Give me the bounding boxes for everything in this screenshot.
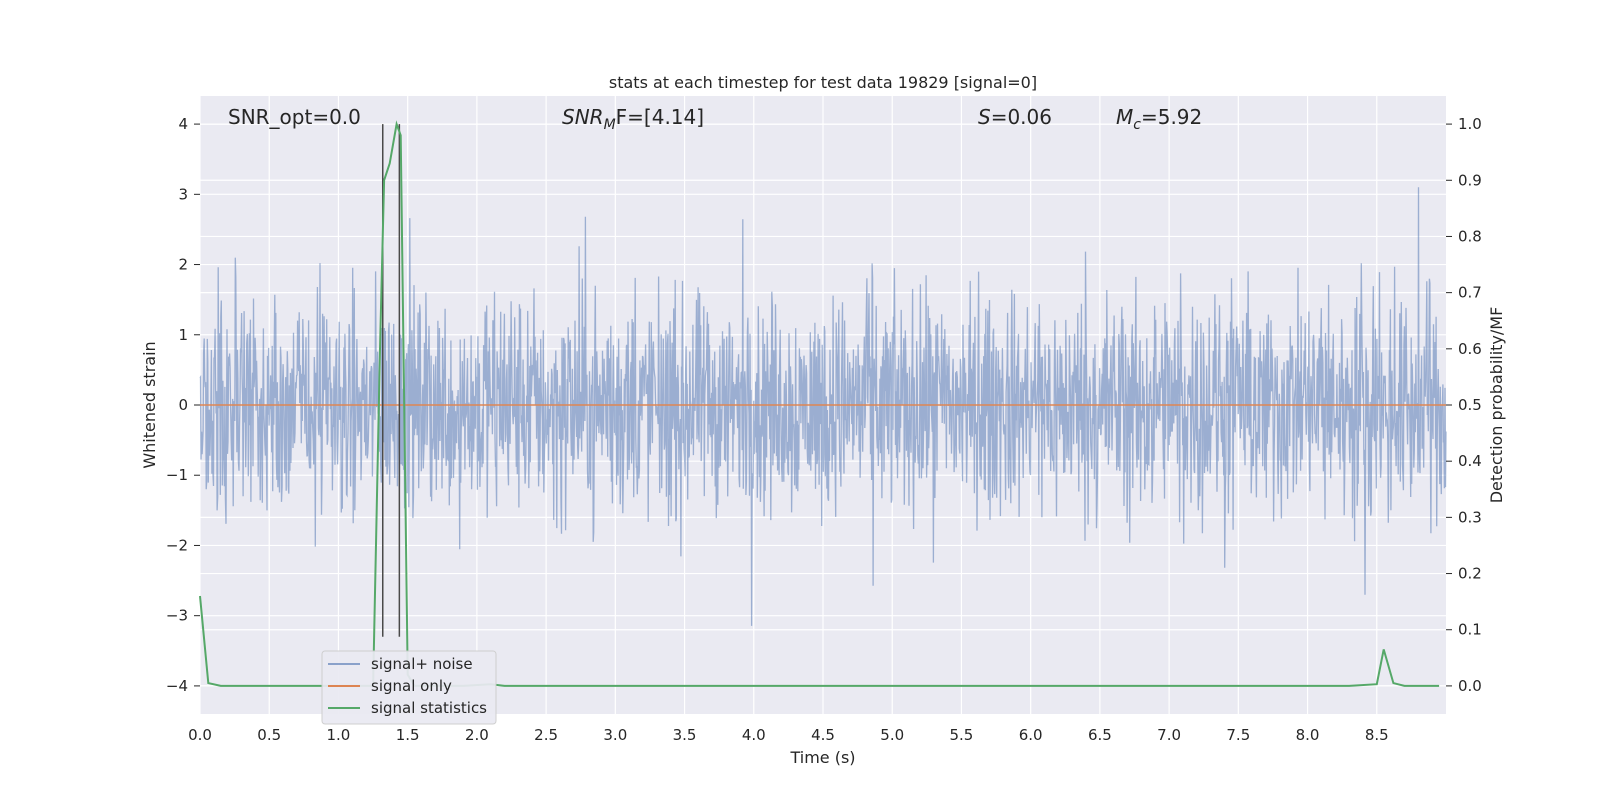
annotation-s-letter: S [978,105,991,129]
annotation-mc-value: =5.92 [1141,105,1202,129]
chart-title: stats at each timestep for test data 198… [609,73,1037,92]
y-right-axis-label: Detection probability/MF [1487,307,1506,504]
y-right-tick-label: 0.7 [1458,284,1482,302]
x-tick-label: 7.5 [1226,726,1250,744]
y-left-tick-label: −4 [166,677,188,695]
x-tick-label: 3.5 [673,726,697,744]
x-tick-label: 8.0 [1296,726,1320,744]
x-tick-label: 1.0 [327,726,351,744]
y-left-tick-label: 0 [178,396,188,414]
x-tick-label: 2.0 [465,726,489,744]
x-tick-labels: 0.0 0.5 1.0 1.5 2.0 2.5 3.0 3.5 4.0 4.5 5.0 5.5 6.0 6… [188,726,1389,744]
annotation-mc-sub: c [1133,117,1141,133]
x-tick-label: 0.0 [188,726,212,744]
y-right-tick-label: 0.9 [1458,171,1482,189]
annotation-snr-mf-base: SNR [562,105,604,129]
y-left-tick-label: −2 [166,536,188,554]
x-tick-label: 4.0 [742,726,766,744]
annotation-mc: Mc=5.92 [1116,105,1202,133]
y-left-tick-label: 2 [178,256,188,274]
y-left-tick-label: −1 [166,466,188,484]
x-tick-label: 5.0 [880,726,904,744]
annotation-s: S=0.06 [978,105,1052,129]
y-left-tick-label: 1 [178,326,188,344]
x-tick-label: 4.5 [811,726,835,744]
legend-label-signal-noise: signal+ noise [371,655,473,673]
series-signal-noise [199,187,1447,626]
annotation-snr-mf-after: F=[4.14] [616,105,704,129]
annotation-s-value: =0.06 [991,105,1052,129]
y-right-tick-label: 0.3 [1458,508,1482,526]
x-tick-label: 1.5 [396,726,420,744]
x-tick-label: 7.0 [1157,726,1181,744]
y-right-tick-labels: 1.0 0.9 0.8 0.7 0.6 0.5 0.4 0.3 0.2 0.1 0.0 [1446,115,1482,695]
annotation-snr-opt: SNR_opt=0.0 [228,105,361,129]
y-right-tick-label: 0.0 [1458,677,1482,695]
x-tick-label: 5.5 [950,726,974,744]
series-line-signal-noise [199,187,1447,626]
x-tick-label: 0.5 [257,726,281,744]
x-tick-label: 2.5 [534,726,558,744]
legend-label-signal-statistics: signal statistics [371,699,487,717]
annotation-snr-mf-sub: M [604,117,616,133]
x-tick-label: 8.5 [1365,726,1389,744]
y-right-tick-label: 0.1 [1458,621,1482,639]
y-left-tick-label: 4 [178,115,188,133]
x-tick-label: 6.0 [1019,726,1043,744]
y-right-tick-label: 1.0 [1458,115,1482,133]
y-left-tick-labels: 4 3 2 1 0 −1 −2 −3 −4 [166,115,200,695]
y-left-tick-label: 3 [178,185,188,203]
y-right-tick-label: 0.4 [1458,452,1482,470]
y-left-axis-label: Whitened strain [140,341,159,468]
legend-box [321,650,497,725]
y-right-tick-label: 0.8 [1458,227,1482,245]
x-tick-label: 6.5 [1088,726,1112,744]
x-axis-label: Time (s) [789,748,855,767]
x-tick-label: 3.0 [603,726,627,744]
y-right-tick-label: 0.6 [1458,340,1482,358]
y-right-tick-label: 0.5 [1458,396,1482,414]
y-left-tick-label: −3 [166,607,188,625]
annotation-mc-letter: M [1116,105,1133,129]
y-right-tick-label: 0.2 [1458,565,1482,583]
legend: signal+ noise signal only signal statist… [321,650,497,725]
annotation-snr-mf: SNRMF=[4.14] [562,105,704,133]
legend-label-signal-only: signal only [371,677,452,695]
